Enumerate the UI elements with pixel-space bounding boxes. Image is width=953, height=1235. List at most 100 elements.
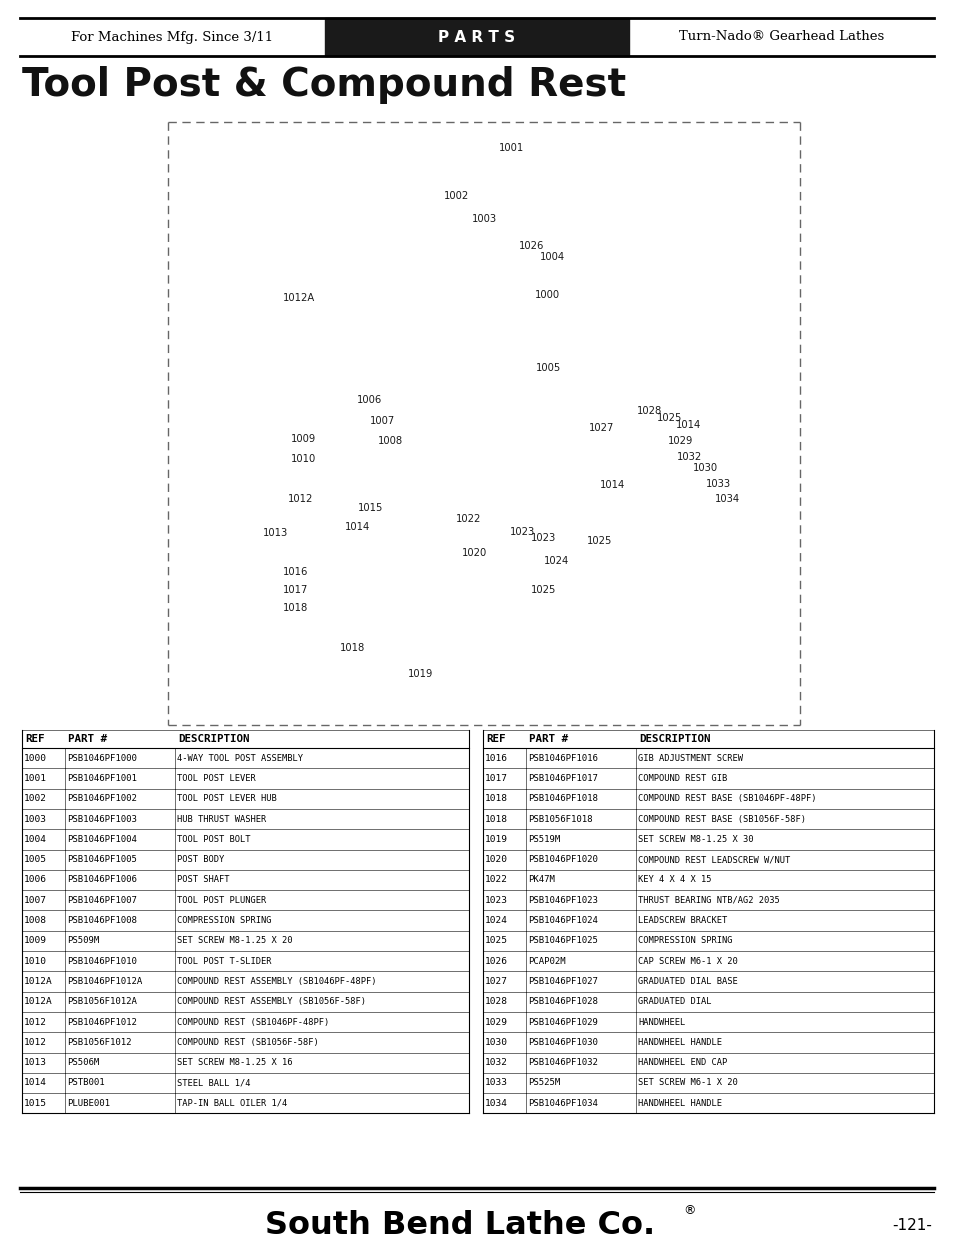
Text: KEY 4 X 4 X 15: KEY 4 X 4 X 15 bbox=[638, 876, 711, 884]
Text: COMPOUND REST GIB: COMPOUND REST GIB bbox=[638, 774, 726, 783]
Text: PSB1046PF1002: PSB1046PF1002 bbox=[67, 794, 136, 803]
Text: GIB ADJUSTMENT SCREW: GIB ADJUSTMENT SCREW bbox=[638, 753, 742, 763]
Text: 1014: 1014 bbox=[24, 1078, 47, 1088]
Text: 1028: 1028 bbox=[484, 997, 507, 1007]
Text: 1014: 1014 bbox=[345, 522, 370, 532]
Text: COMPRESSION SPRING: COMPRESSION SPRING bbox=[638, 936, 732, 945]
Text: Tool Post & Compound Rest: Tool Post & Compound Rest bbox=[22, 65, 625, 104]
Text: DESCRIPTION: DESCRIPTION bbox=[639, 734, 710, 743]
Text: COMPOUND REST BASE (SB1046PF-48PF): COMPOUND REST BASE (SB1046PF-48PF) bbox=[638, 794, 816, 803]
Text: 1024: 1024 bbox=[543, 556, 569, 566]
Text: 1015: 1015 bbox=[357, 503, 383, 513]
Text: PSB1046PF1027: PSB1046PF1027 bbox=[527, 977, 598, 986]
Text: 1022: 1022 bbox=[456, 514, 481, 524]
Text: 1004: 1004 bbox=[24, 835, 47, 844]
Text: P A R T S: P A R T S bbox=[438, 30, 515, 44]
Text: 1006: 1006 bbox=[24, 876, 47, 884]
Text: PSB1046PF1006: PSB1046PF1006 bbox=[67, 876, 136, 884]
Text: 1018: 1018 bbox=[484, 794, 507, 803]
Text: DESCRIPTION: DESCRIPTION bbox=[178, 734, 250, 743]
Text: 1002: 1002 bbox=[24, 794, 47, 803]
Text: SET SCREW M6-1 X 20: SET SCREW M6-1 X 20 bbox=[638, 1078, 737, 1088]
Text: 1030: 1030 bbox=[484, 1037, 507, 1047]
Text: PSB1046PF1012A: PSB1046PF1012A bbox=[67, 977, 142, 986]
Text: PK47M: PK47M bbox=[527, 876, 555, 884]
Text: PSTB001: PSTB001 bbox=[67, 1078, 105, 1088]
Text: 1018: 1018 bbox=[339, 643, 365, 653]
Text: TOOL POST LEVER HUB: TOOL POST LEVER HUB bbox=[177, 794, 276, 803]
Text: POST SHAFT: POST SHAFT bbox=[177, 876, 230, 884]
Text: PSB1056F1012: PSB1056F1012 bbox=[67, 1037, 132, 1047]
Text: PS509M: PS509M bbox=[67, 936, 99, 945]
Text: 1017: 1017 bbox=[484, 774, 507, 783]
Text: PSB1046PF1025: PSB1046PF1025 bbox=[527, 936, 598, 945]
Text: 1017: 1017 bbox=[283, 585, 308, 595]
Text: PSB1046PF1030: PSB1046PF1030 bbox=[527, 1037, 598, 1047]
Text: 1030: 1030 bbox=[692, 463, 718, 473]
Text: South Bend Lathe Co.: South Bend Lathe Co. bbox=[265, 1210, 655, 1235]
Text: 1023: 1023 bbox=[531, 534, 556, 543]
Text: PSB1046PF1016: PSB1046PF1016 bbox=[527, 753, 598, 763]
Text: 1033: 1033 bbox=[484, 1078, 507, 1088]
Text: PCAP02M: PCAP02M bbox=[527, 957, 565, 966]
Text: TAP-IN BALL OILER 1/4: TAP-IN BALL OILER 1/4 bbox=[177, 1099, 287, 1108]
Text: PSB1046PF1034: PSB1046PF1034 bbox=[527, 1099, 598, 1108]
Text: 1010: 1010 bbox=[24, 957, 47, 966]
Text: PS506M: PS506M bbox=[67, 1058, 99, 1067]
Text: 1009: 1009 bbox=[24, 936, 47, 945]
Text: 1000: 1000 bbox=[535, 290, 559, 300]
Text: PSB1046PF1005: PSB1046PF1005 bbox=[67, 855, 136, 864]
Text: CAP SCREW M6-1 X 20: CAP SCREW M6-1 X 20 bbox=[638, 957, 737, 966]
Text: PSB1046PF1023: PSB1046PF1023 bbox=[527, 895, 598, 905]
Text: 1015: 1015 bbox=[24, 1099, 47, 1108]
Text: LEADSCREW BRACKET: LEADSCREW BRACKET bbox=[638, 916, 726, 925]
Text: 1005: 1005 bbox=[536, 363, 560, 373]
Text: 1034: 1034 bbox=[484, 1099, 507, 1108]
Text: HANDWHEEL HANDLE: HANDWHEEL HANDLE bbox=[638, 1099, 721, 1108]
Text: COMPOUND REST ASSEMBLY (SB1046PF-48PF): COMPOUND REST ASSEMBLY (SB1046PF-48PF) bbox=[177, 977, 376, 986]
Text: 1022: 1022 bbox=[484, 876, 507, 884]
Text: PSB1046PF1028: PSB1046PF1028 bbox=[527, 997, 598, 1007]
Text: 1001: 1001 bbox=[24, 774, 47, 783]
Text: 1034: 1034 bbox=[714, 494, 740, 504]
Text: GRADUATED DIAL BASE: GRADUATED DIAL BASE bbox=[638, 977, 737, 986]
Text: TOOL POST BOLT: TOOL POST BOLT bbox=[177, 835, 251, 844]
Text: 1026: 1026 bbox=[484, 957, 507, 966]
Text: 1010: 1010 bbox=[291, 454, 315, 464]
Text: 1020: 1020 bbox=[461, 548, 487, 558]
Text: 1012A: 1012A bbox=[24, 997, 52, 1007]
Text: 1014: 1014 bbox=[599, 480, 624, 490]
Text: PSB1046PF1007: PSB1046PF1007 bbox=[67, 895, 136, 905]
Text: 1012: 1012 bbox=[24, 1018, 47, 1026]
Text: 1018: 1018 bbox=[484, 815, 507, 824]
Text: GRADUATED DIAL: GRADUATED DIAL bbox=[638, 997, 711, 1007]
Text: 1023: 1023 bbox=[510, 527, 535, 537]
Text: 1013: 1013 bbox=[24, 1058, 47, 1067]
Text: 1003: 1003 bbox=[472, 214, 497, 224]
Text: 1033: 1033 bbox=[705, 479, 730, 489]
Text: 1000: 1000 bbox=[24, 753, 47, 763]
Text: PSB1046PF1004: PSB1046PF1004 bbox=[67, 835, 136, 844]
Text: REF: REF bbox=[25, 734, 45, 743]
Text: 1023: 1023 bbox=[484, 895, 507, 905]
Text: PSB1046PF1008: PSB1046PF1008 bbox=[67, 916, 136, 925]
Text: COMPOUND REST BASE (SB1056F-58F): COMPOUND REST BASE (SB1056F-58F) bbox=[638, 815, 805, 824]
Text: 1012A: 1012A bbox=[283, 293, 314, 303]
Text: 1025: 1025 bbox=[531, 585, 556, 595]
Text: PSB1056F1018: PSB1056F1018 bbox=[527, 815, 592, 824]
Text: PSB1046PF1003: PSB1046PF1003 bbox=[67, 815, 136, 824]
Text: 1025: 1025 bbox=[484, 936, 507, 945]
Text: PSB1046PF1020: PSB1046PF1020 bbox=[527, 855, 598, 864]
Text: 1002: 1002 bbox=[443, 191, 469, 201]
Text: HANDWHEEL HANDLE: HANDWHEEL HANDLE bbox=[638, 1037, 721, 1047]
Text: PART #: PART # bbox=[529, 734, 567, 743]
Text: For Machines Mfg. Since 3/11: For Machines Mfg. Since 3/11 bbox=[71, 31, 273, 43]
Text: Turn-Nado® Gearhead Lathes: Turn-Nado® Gearhead Lathes bbox=[679, 31, 883, 43]
Text: PSB1046PF1024: PSB1046PF1024 bbox=[527, 916, 598, 925]
Text: PS519M: PS519M bbox=[527, 835, 559, 844]
Text: STEEL BALL 1/4: STEEL BALL 1/4 bbox=[177, 1078, 251, 1088]
Text: 1012: 1012 bbox=[288, 494, 313, 504]
Text: ®: ® bbox=[682, 1204, 695, 1218]
Text: PSB1046PF1032: PSB1046PF1032 bbox=[527, 1058, 598, 1067]
Text: COMPOUND REST (SB1056F-58F): COMPOUND REST (SB1056F-58F) bbox=[177, 1037, 318, 1047]
